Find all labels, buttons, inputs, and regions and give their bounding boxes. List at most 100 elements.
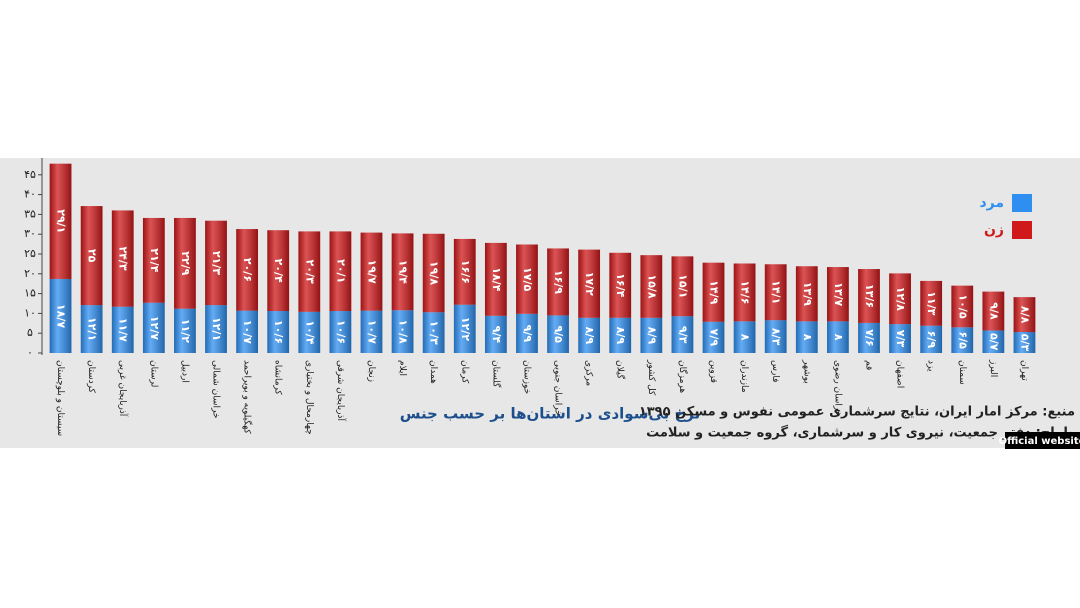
data-label: ۲۱/۳ xyxy=(210,251,223,275)
bar-shine xyxy=(453,304,476,353)
data-label: ۲۰/۳ xyxy=(303,260,316,284)
x-tick-label: چهارمحال و بختیاری xyxy=(304,360,314,435)
bar-shine xyxy=(174,308,196,353)
data-label: ۲۲/۹ xyxy=(179,251,192,275)
x-tick-label: کرمانشاه xyxy=(273,360,283,396)
bar-shine xyxy=(174,217,196,309)
bar-shine xyxy=(827,321,849,353)
x-tick-label: لرستان xyxy=(148,360,158,387)
bar-shine xyxy=(609,317,632,353)
x-tick-label: کل کشور xyxy=(646,359,656,396)
data-label: ۸ xyxy=(801,334,814,341)
x-tick-label: کهگیلویه و بویراحمد xyxy=(242,360,254,434)
chart-title: نرخ بی‌سوادی در استان‌ها بر حسب جنس xyxy=(400,405,701,423)
bar-shine xyxy=(702,321,725,353)
bar-shine xyxy=(889,324,911,353)
bar-shine xyxy=(391,233,414,311)
bar-shine xyxy=(298,311,321,353)
data-label: ۲۴/۳ xyxy=(117,246,130,270)
bar-shine xyxy=(640,255,663,318)
data-label: ۱۰/۷ xyxy=(241,320,254,344)
bar-shine xyxy=(49,278,72,353)
x-tick-label: تهران xyxy=(1019,360,1029,381)
bar-shine xyxy=(111,210,134,307)
data-label: ۱۴/۹ xyxy=(708,280,721,304)
bar-shine xyxy=(422,233,445,313)
x-tick-label: آذربایجان شرقی xyxy=(335,360,347,421)
bar-shine xyxy=(142,217,165,303)
y-tick-label: ۲۵ xyxy=(24,247,36,260)
data-label: ۱۲/۱ xyxy=(210,317,223,341)
data-label: ۸/۹ xyxy=(583,327,596,345)
bar-shine xyxy=(640,317,663,353)
data-label: ۷/۳ xyxy=(894,330,907,348)
y-tick-label: ۱۰ xyxy=(24,306,36,319)
bar-shine xyxy=(80,305,103,353)
data-label: ۱۰/۸ xyxy=(397,320,410,344)
x-tick-label: البرز xyxy=(988,359,998,377)
data-label: ۱۸/۴ xyxy=(490,267,503,291)
bar-shine xyxy=(920,325,943,353)
data-label: ۱۹/۸ xyxy=(428,261,441,285)
data-label: ۱۲/۸ xyxy=(894,287,907,311)
data-label: ۱۰/۶ xyxy=(334,320,347,344)
x-tick-label: یزد xyxy=(926,360,936,372)
data-label: ۷/۶ xyxy=(863,329,876,346)
source-note: منبع: مرکز امار ایران، نتایج سرشماری عمو… xyxy=(639,405,1075,420)
bar-shine xyxy=(951,285,974,328)
bar-shine xyxy=(516,313,538,353)
data-label: ۶/۹ xyxy=(925,331,938,349)
bar-shine xyxy=(671,256,694,317)
x-tick-label: قم xyxy=(863,360,873,370)
x-tick-label: بوشهر xyxy=(801,359,811,384)
data-label: ۱۳/۹ xyxy=(801,282,814,306)
bar-shine xyxy=(484,315,507,353)
bar-shine xyxy=(422,312,445,353)
data-label: ۸/۹ xyxy=(645,327,658,345)
designer-note: طراح: دفتر جمعیت، نیروی کار و سرشماری، گ… xyxy=(646,425,1075,441)
data-label: ۹/۹ xyxy=(521,325,534,343)
data-label: ۱۳/۷ xyxy=(832,282,845,306)
y-tick-label: ۱۵ xyxy=(24,287,36,300)
data-label: ۲۰/۶ xyxy=(241,258,254,282)
data-label: ۱۵/۱ xyxy=(676,274,689,298)
data-label: ۲۰/۱ xyxy=(334,259,347,283)
bar-shine xyxy=(111,306,134,353)
bar-shine xyxy=(858,269,880,323)
bar-shine xyxy=(49,163,72,279)
data-label: ۱۱/۲ xyxy=(179,319,192,343)
bar-shine xyxy=(827,267,849,322)
x-tick-label: کردستان xyxy=(86,360,96,394)
x-tick-label: قزوین xyxy=(708,360,718,383)
data-label: ۹/۳ xyxy=(676,326,689,344)
y-tick-label: ۲۰ xyxy=(24,267,36,280)
x-tick-label: همدان xyxy=(428,360,438,384)
data-label: ۹/۴ xyxy=(490,326,503,344)
data-label: ۲۰/۴ xyxy=(272,259,285,283)
data-label: ۲۵ xyxy=(86,249,99,263)
bar-shine xyxy=(267,311,290,353)
x-tick-label: خراسان شمالی xyxy=(211,360,221,419)
data-label: ۱۷/۲ xyxy=(583,272,596,296)
bar-shine xyxy=(236,229,258,311)
data-label: ۹/۵ xyxy=(552,325,565,343)
data-label: ۱۶/۹ xyxy=(552,270,565,294)
data-label: ۷/۹ xyxy=(708,329,721,347)
data-label: ۱۱/۳ xyxy=(925,291,938,315)
bar-shine xyxy=(733,321,756,353)
bar-shine xyxy=(795,321,818,353)
bar-shine xyxy=(391,310,414,353)
bar-shine xyxy=(142,302,165,353)
x-tick-label: گیلان xyxy=(615,360,627,380)
bar-shine xyxy=(951,327,974,353)
bar-shine xyxy=(858,322,880,353)
legend-label: مرد xyxy=(979,195,1004,211)
bar-shine xyxy=(360,232,383,311)
data-label: ۱۵/۸ xyxy=(645,274,658,298)
x-tick-label: مازندران xyxy=(739,360,749,393)
bar-shine xyxy=(516,244,538,314)
x-tick-label: سمنان xyxy=(957,360,967,385)
x-tick-label: زنجان xyxy=(366,360,376,382)
x-tick-label: ایلام xyxy=(397,360,407,376)
